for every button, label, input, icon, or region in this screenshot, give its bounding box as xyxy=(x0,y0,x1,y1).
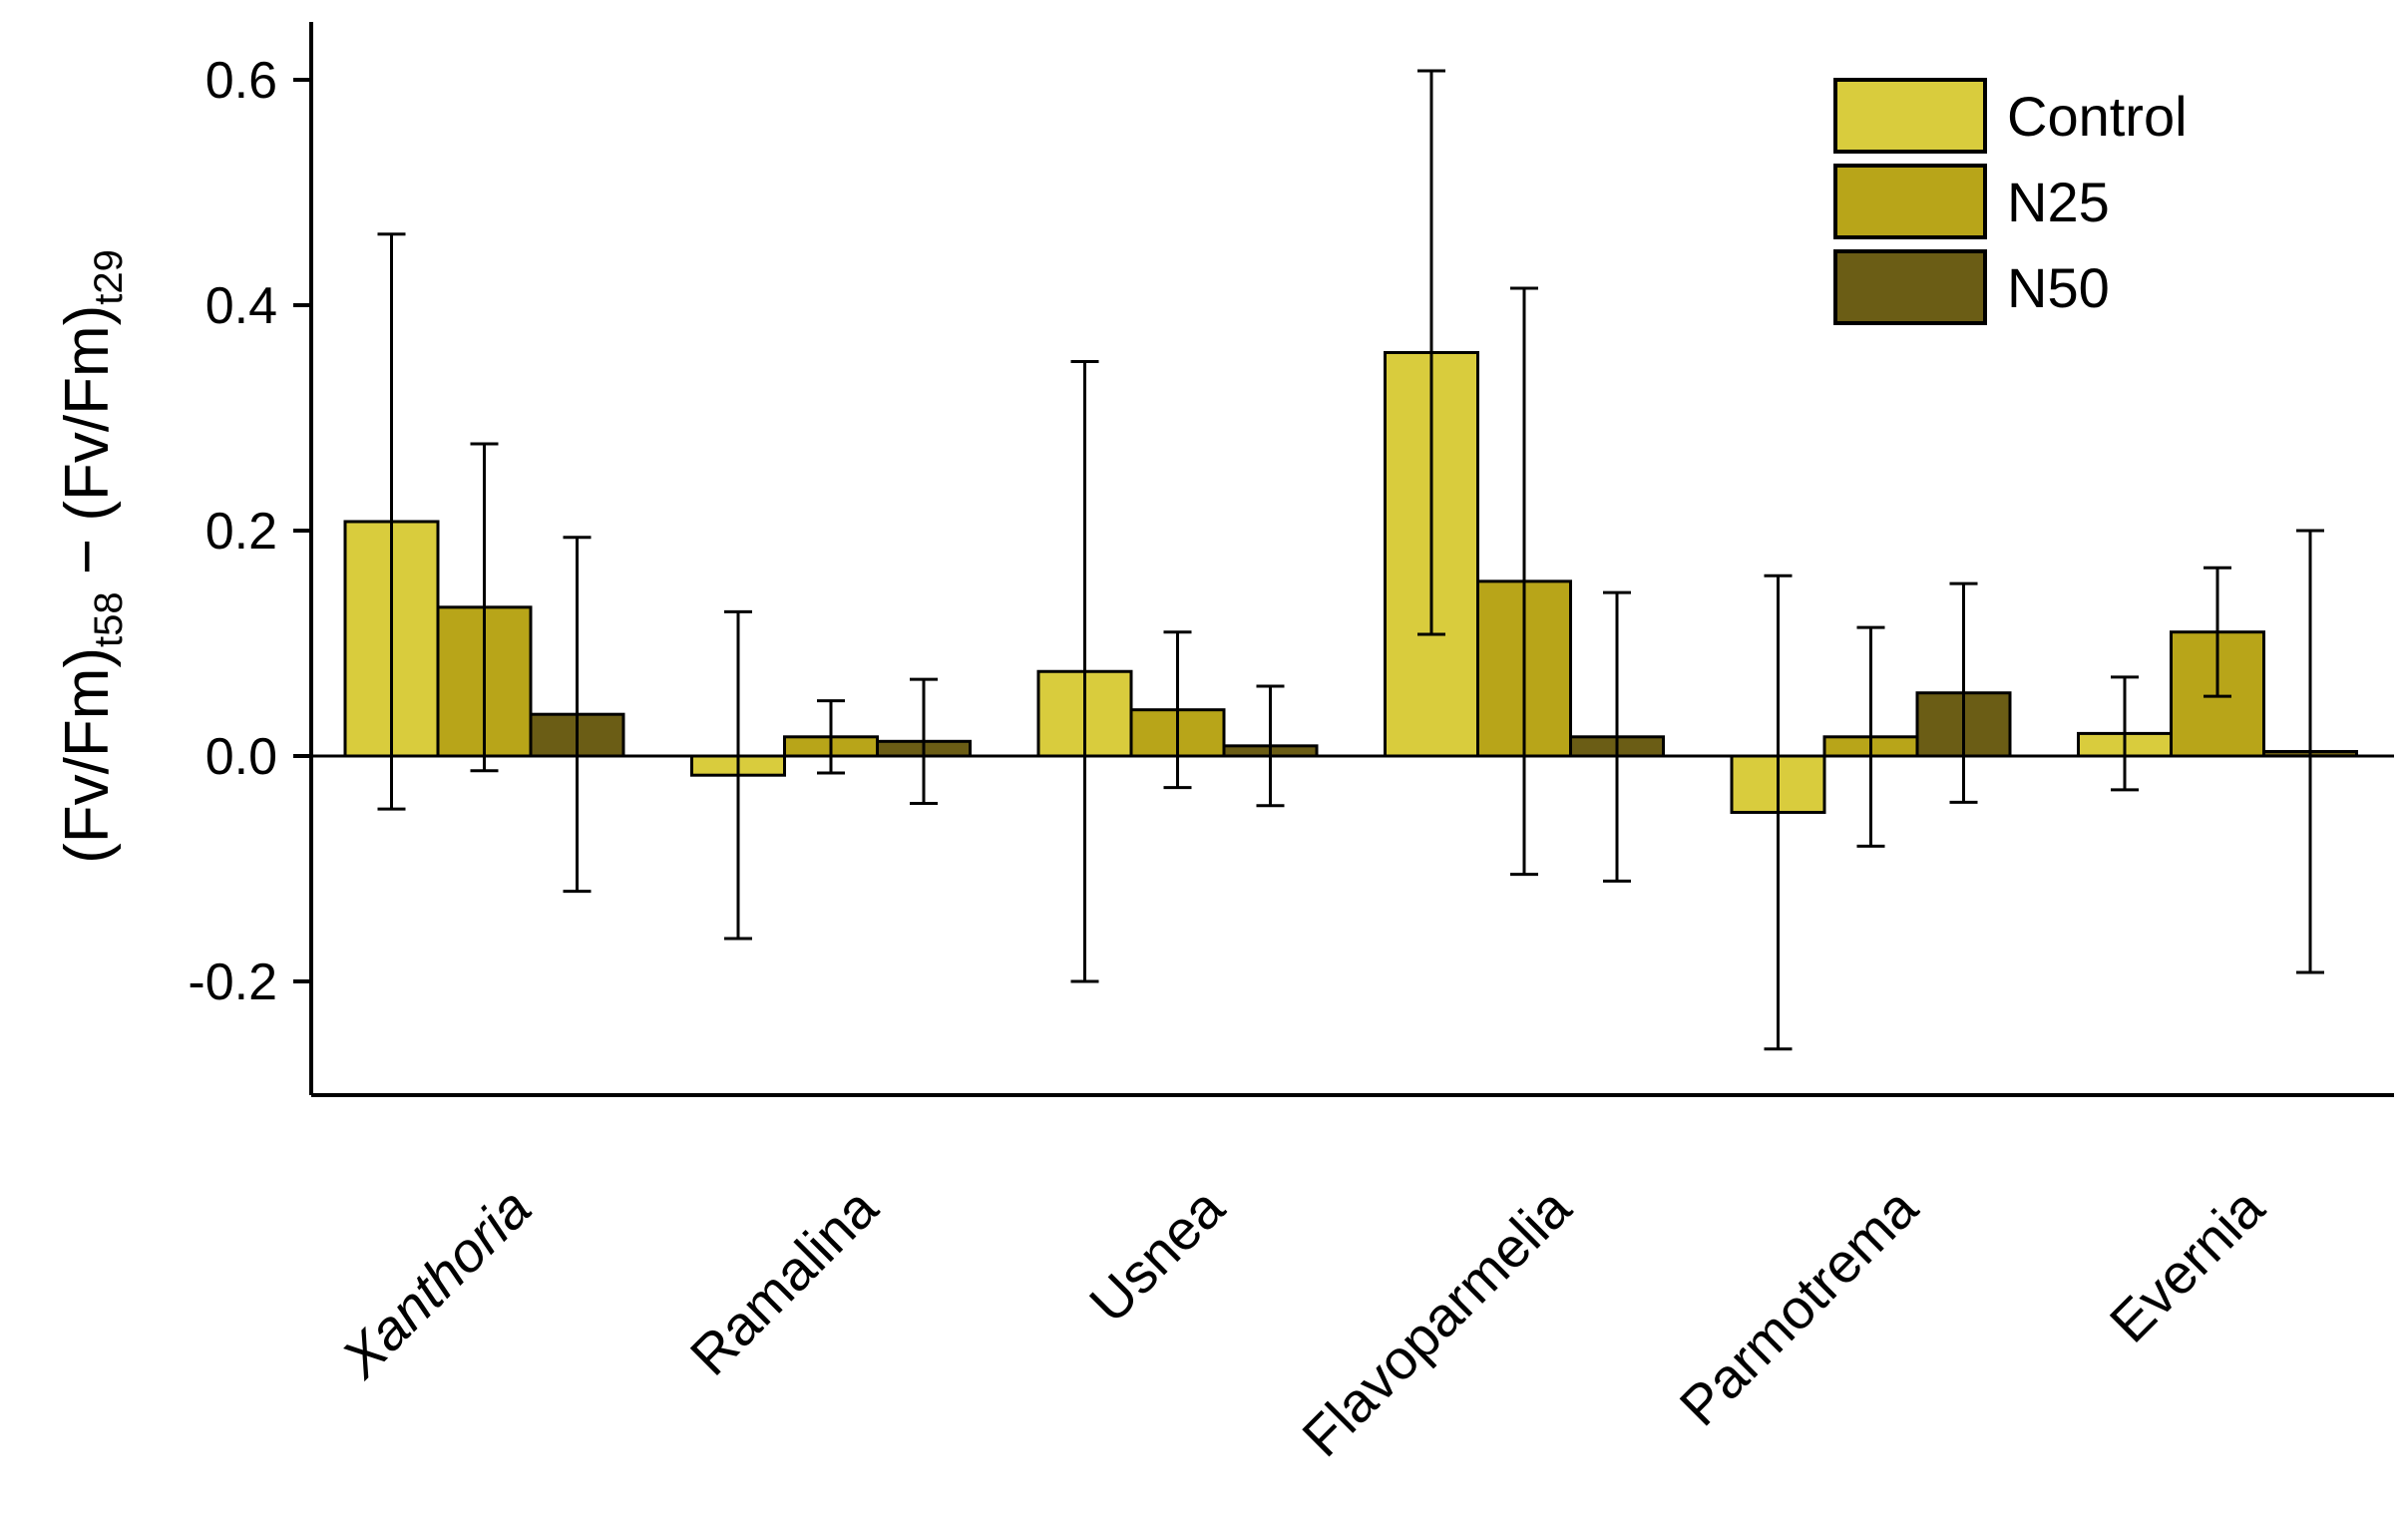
category-label-flavoparmelia: Flavoparmelia xyxy=(1290,1175,1583,1468)
legend-label-n50: N50 xyxy=(2007,256,2110,319)
legend-swatch-control xyxy=(1833,78,1987,154)
y-tick-label: 0.6 xyxy=(205,52,277,110)
legend-label-control: Control xyxy=(2007,85,2188,148)
y-axis-title-sub2: t29 xyxy=(87,249,131,305)
y-ticks: -0.2 0.0 0.2 0.4 0.6 xyxy=(188,52,311,1011)
category-label-xanthoria: Xanthoria xyxy=(328,1176,543,1390)
legend-swatch-n50 xyxy=(1833,249,1987,325)
y-tick-label: 0.0 xyxy=(205,728,277,786)
y-tick-label: 0.4 xyxy=(205,277,277,335)
y-axis-title: (Fv/Fm)t58 − (Fv/Fm)t29 xyxy=(53,249,131,864)
axes-layer xyxy=(309,22,2394,1097)
y-axis-title-dash: − xyxy=(53,522,122,592)
category-label-ramalina: Ramalina xyxy=(678,1175,890,1386)
category-label-parmotrema: Parmotrema xyxy=(1668,1175,1930,1437)
category-labels: Xanthoria Ramalina Usnea Flavoparmelia Parmo… xyxy=(328,1175,2277,1468)
error-bars-layer xyxy=(377,69,2324,1051)
legend-swatch-n25 xyxy=(1833,164,1987,239)
y-tick-label: -0.2 xyxy=(188,954,277,1011)
y-axis-title-sub1: t58 xyxy=(87,591,131,647)
y-tick-label: 0.2 xyxy=(205,503,277,561)
legend-label-n25: N25 xyxy=(2007,171,2110,233)
legend: Control N25 N50 xyxy=(1833,78,2188,325)
y-axis-title-part2: (Fv/Fm) xyxy=(53,305,122,522)
category-label-evernia: Evernia xyxy=(2098,1175,2276,1353)
y-axis-title-part1: (Fv/Fm) xyxy=(53,647,122,864)
category-label-usnea: Usnea xyxy=(1077,1175,1237,1335)
bars-layer xyxy=(343,350,2358,814)
